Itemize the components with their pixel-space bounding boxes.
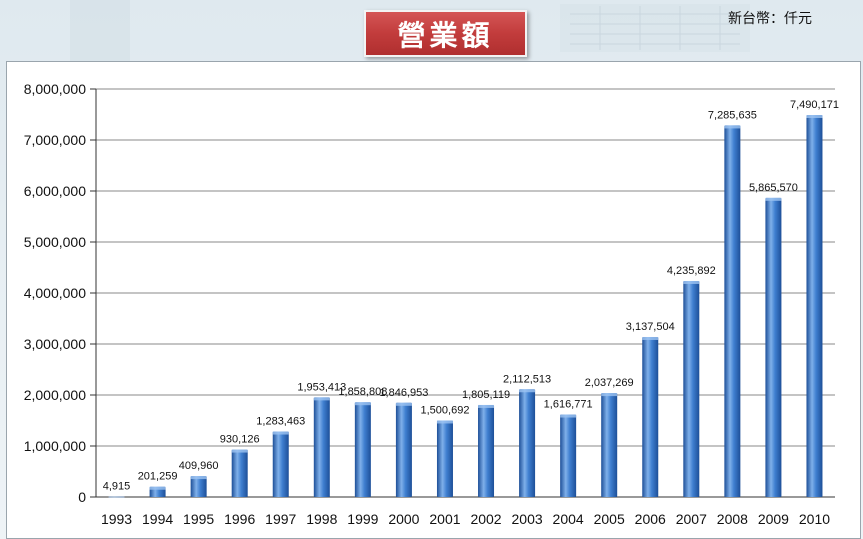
bar <box>190 476 207 497</box>
bar-cap <box>354 402 371 406</box>
bar-cap <box>560 414 577 418</box>
data-label: 2,112,513 <box>503 373 551 385</box>
x-tick-label: 1997 <box>265 511 296 527</box>
data-label: 1,953,413 <box>297 381 346 393</box>
bar <box>272 431 289 497</box>
bar <box>560 414 577 497</box>
x-tick-label: 2000 <box>388 511 419 527</box>
y-tick-label: 8,000,000 <box>24 81 86 97</box>
data-label: 7,490,171 <box>790 99 839 111</box>
bar <box>683 280 700 497</box>
x-tick-label: 1996 <box>224 511 255 527</box>
x-tick-label: 2002 <box>470 511 501 527</box>
unit-label: 新台幣：仟元 <box>728 11 812 27</box>
bar-cap <box>231 449 248 453</box>
data-label: 4,915 <box>103 481 131 493</box>
bar-cap <box>806 115 823 119</box>
x-tick-label: 2004 <box>553 511 584 527</box>
bar <box>395 402 412 497</box>
bar <box>436 420 453 497</box>
x-tick-label: 2007 <box>676 511 707 527</box>
x-tick-label: 2001 <box>429 511 460 527</box>
header-background <box>0 0 863 64</box>
x-tick-label: 1998 <box>306 511 337 527</box>
bar-cap <box>190 476 207 480</box>
data-label: 2,037,269 <box>585 377 634 389</box>
y-axis-ticks: 0 1,000,000 2,000,000 3,000,000 4,000,000 5,0… <box>24 81 87 505</box>
x-tick-label: 1993 <box>101 511 132 527</box>
bar <box>724 125 741 497</box>
data-label: 3,137,504 <box>626 321 675 333</box>
y-tick-label: 4,000,000 <box>24 285 86 301</box>
bar <box>642 336 659 497</box>
data-label: 1,846,953 <box>379 387 428 399</box>
bar <box>354 402 371 497</box>
bar-cap <box>683 280 700 284</box>
bar-cap <box>601 393 618 397</box>
x-axis-ticks: 1993 1994 1995 1996 1997 1998 1999 2000 2001 2002… <box>101 511 830 527</box>
bar <box>601 393 618 497</box>
bar-cap <box>108 496 125 498</box>
bar-cap <box>395 402 412 406</box>
data-label: 1,283,463 <box>256 416 305 428</box>
chart-panel <box>6 61 861 539</box>
y-tick-label: 5,000,000 <box>24 234 86 250</box>
bar-cap <box>436 420 453 424</box>
data-label: 1,500,692 <box>421 404 470 416</box>
data-label: 409,960 <box>179 460 219 472</box>
bar <box>478 404 495 497</box>
bar <box>231 449 248 497</box>
bar-cap <box>313 397 330 401</box>
bars <box>108 115 823 498</box>
data-label: 201,259 <box>138 471 178 483</box>
axes <box>90 88 835 498</box>
x-tick-label: 2010 <box>799 511 830 527</box>
bar-cap <box>272 431 289 435</box>
x-tick-label: 2008 <box>717 511 748 527</box>
bar <box>806 115 823 497</box>
data-label: 1,805,119 <box>462 389 510 401</box>
page-title: 營業額 <box>364 10 527 57</box>
x-tick-label: 1995 <box>183 511 214 527</box>
bar-cap <box>765 197 782 201</box>
bar <box>765 197 782 497</box>
grid-lines <box>96 88 835 447</box>
y-tick-label: 2,000,000 <box>24 387 86 403</box>
bar-cap <box>724 125 741 129</box>
bar-cap <box>519 389 536 393</box>
y-tick-label: 3,000,000 <box>24 336 86 352</box>
bar <box>313 397 330 497</box>
data-label: 7,285,635 <box>708 109 757 121</box>
bar-cap <box>642 336 659 340</box>
bar <box>519 389 536 497</box>
x-tick-label: 2009 <box>758 511 789 527</box>
x-tick-label: 2005 <box>594 511 625 527</box>
y-tick-label: 1,000,000 <box>24 438 86 454</box>
x-tick-label: 2006 <box>635 511 666 527</box>
x-tick-label: 1999 <box>347 511 378 527</box>
background-pattern <box>70 0 750 64</box>
y-tick-label: 0 <box>78 489 86 505</box>
bar-cap <box>149 486 166 490</box>
data-label: 1,616,771 <box>544 399 593 411</box>
y-tick-label: 6,000,000 <box>24 183 86 199</box>
data-label: 1,858,808 <box>338 386 387 398</box>
bar-cap <box>478 404 495 408</box>
data-label: 4,235,892 <box>667 265 716 277</box>
data-label: 5,865,570 <box>749 182 798 194</box>
y-tick-label: 7,000,000 <box>24 132 86 148</box>
data-label: 930,126 <box>220 434 260 446</box>
x-tick-label: 2003 <box>512 511 543 527</box>
x-tick-label: 1994 <box>142 511 173 527</box>
